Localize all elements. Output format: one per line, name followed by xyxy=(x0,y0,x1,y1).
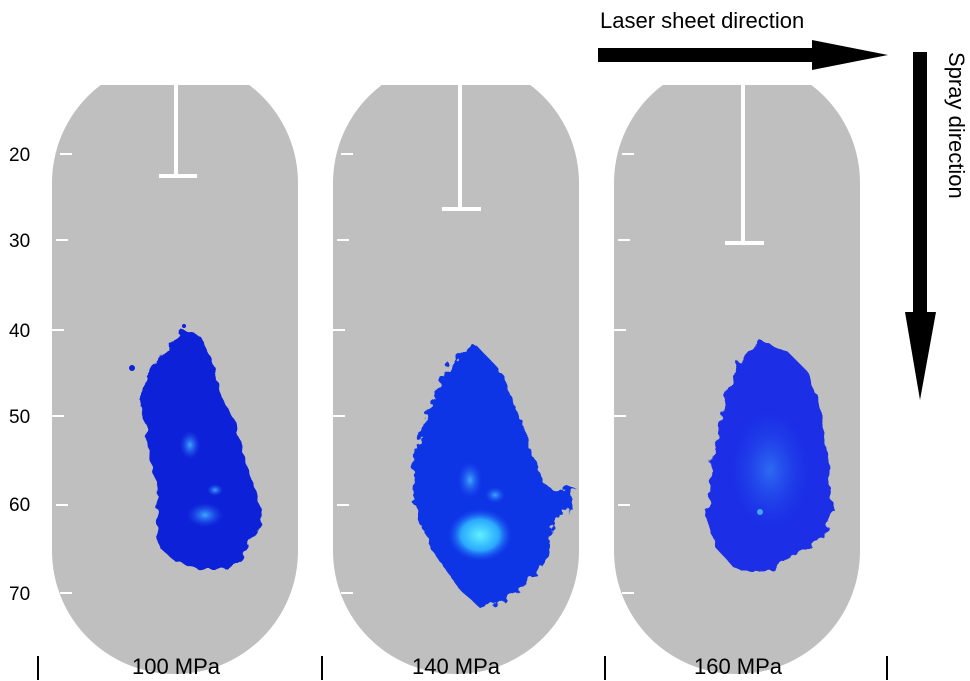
panel-label-160mpa: 160 MPa xyxy=(693,654,783,679)
y-tick-label: 60 xyxy=(9,495,31,516)
spray-direction-label: Spray direction xyxy=(944,52,969,199)
panel-label-140mpa: 140 MPa xyxy=(411,654,501,679)
y-tick-label: 40 xyxy=(9,321,31,342)
y-tick-label: 70 xyxy=(9,584,31,605)
injector-100mpa xyxy=(159,85,197,178)
laser-direction-arrow xyxy=(598,40,888,70)
laser-direction-label: Laser sheet direction xyxy=(600,8,805,33)
y-tick-label: 20 xyxy=(9,145,31,166)
y-tick-label: 30 xyxy=(9,231,31,252)
injector-160mpa xyxy=(725,85,764,245)
window-160mpa xyxy=(614,60,860,674)
spray-direction-arrow xyxy=(905,52,936,400)
spray-plume-160mpa xyxy=(706,340,834,574)
panel-label-100mpa: 100 MPa xyxy=(131,654,221,679)
y-axis-ticks xyxy=(52,153,634,594)
injector-140mpa xyxy=(442,85,481,211)
y-tick-label: 50 xyxy=(9,407,31,428)
panel-separators xyxy=(37,656,888,680)
spray-plume-140mpa xyxy=(412,345,574,606)
spray-plume-100mpa xyxy=(129,324,262,570)
